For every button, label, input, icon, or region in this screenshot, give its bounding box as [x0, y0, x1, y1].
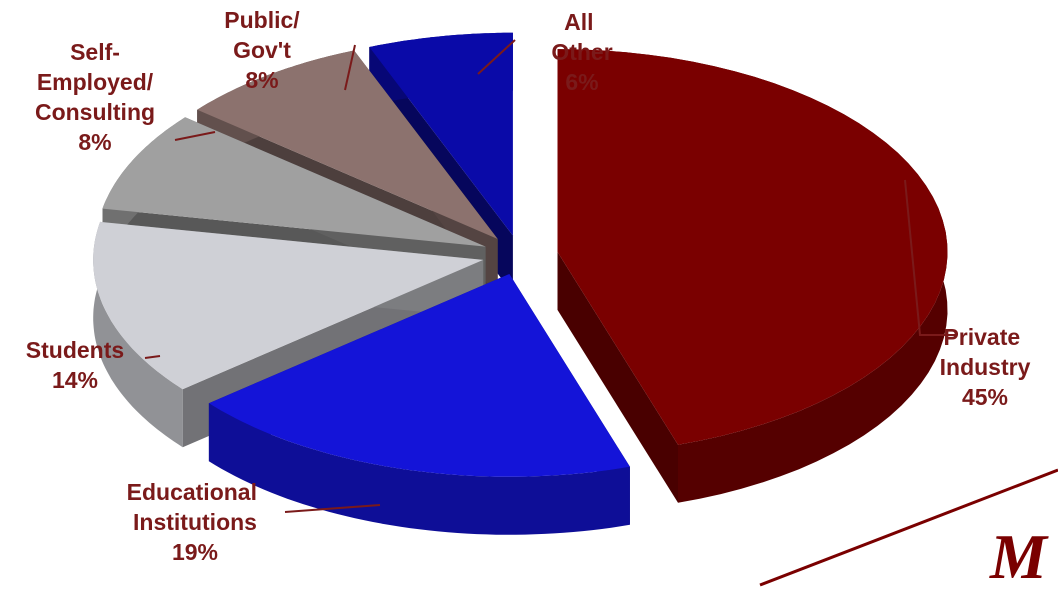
logo: M — [989, 521, 1049, 589]
slice-wall — [93, 221, 183, 448]
leader-line — [344, 44, 356, 91]
leader-line — [144, 355, 161, 359]
slice-top — [369, 32, 513, 236]
slice-top — [93, 221, 484, 390]
category-label: Private Industry — [940, 324, 1031, 380]
logo-line — [759, 468, 1058, 587]
category-label: Students — [26, 337, 124, 363]
category-label: All Other — [551, 9, 612, 65]
leader-line — [284, 504, 381, 513]
slice-wall — [208, 403, 630, 535]
slice-top — [208, 274, 630, 477]
slice-top — [557, 49, 948, 445]
category-label: Public/Gov't — [224, 7, 300, 63]
category-label: Educational Institutions — [127, 479, 264, 535]
value-label: 8% — [245, 67, 278, 93]
leader-line — [477, 39, 516, 75]
slice — [557, 49, 948, 503]
value-label: 8% — [78, 129, 111, 155]
category-label: Self-Employed/Consulting — [35, 39, 155, 125]
leader-line — [174, 131, 216, 141]
value-label: 14% — [52, 367, 98, 393]
slice-top — [102, 117, 486, 247]
value-label: 6% — [565, 69, 598, 95]
slice-top — [197, 50, 498, 239]
slice-side — [557, 251, 678, 503]
value-label: 45% — [962, 384, 1008, 410]
slice — [208, 274, 630, 535]
value-label: 19% — [172, 539, 218, 565]
leader-line — [904, 179, 955, 336]
